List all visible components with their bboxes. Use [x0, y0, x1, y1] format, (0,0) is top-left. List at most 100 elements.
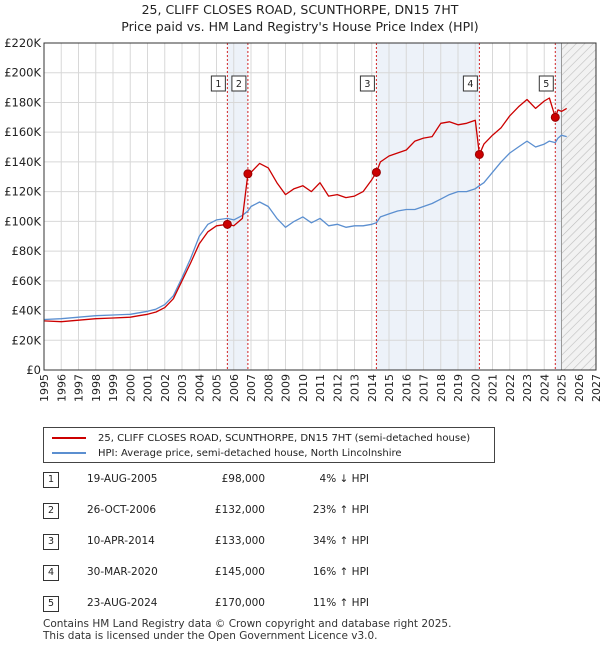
y-tick-label: £180K	[4, 95, 41, 109]
sale-label-box	[538, 75, 554, 92]
y-tick-label: £120K	[4, 185, 41, 199]
sale-period-band	[555, 43, 562, 370]
sale-hpi-change: 4% ↓ HPI	[319, 473, 369, 485]
x-tick-label: 1996	[55, 374, 68, 402]
sale-number-badge: 4	[43, 565, 59, 581]
legend: 25, CLIFF CLOSES ROAD, SCUNTHORPE, DN15 …	[43, 427, 495, 463]
sale-price: £133,000	[214, 535, 265, 547]
legend-label-hpi: HPI: Average price, semi-detached house,…	[98, 447, 402, 459]
x-tick-label: 2007	[245, 374, 258, 402]
x-tick-label: 2018	[435, 374, 448, 402]
x-tick-label: 2013	[349, 374, 362, 402]
sale-date: 19-AUG-2005	[87, 473, 158, 485]
y-tick-label: £100K	[4, 214, 41, 228]
property-series-line	[43, 97, 568, 323]
sale-date: 30-MAR-2020	[87, 566, 158, 578]
sale-date: 23-AUG-2024	[87, 597, 158, 609]
y-tick-label: £160K	[4, 125, 41, 139]
y-tick-label: £220K	[4, 36, 41, 50]
x-tick-label: 1997	[73, 374, 86, 402]
x-tick-label: 2004	[193, 374, 206, 402]
sale-number-badge: 5	[43, 596, 59, 612]
sale-hpi-change: 11% ↑ HPI	[312, 597, 369, 609]
sale-label-text: 4	[467, 79, 473, 90]
x-tick-label: 2009	[280, 374, 293, 402]
sale-row: 1 19-AUG-2005 £98,000 4% ↓ HPI	[43, 472, 463, 488]
x-tick-label: 1998	[90, 374, 103, 402]
y-tick-label: £60K	[12, 274, 42, 288]
sale-label-box	[462, 75, 478, 92]
x-tick-label: 2022	[504, 374, 517, 402]
sale-point	[222, 219, 232, 229]
x-tick-label: 2027	[590, 374, 600, 402]
x-tick-label: 2010	[297, 374, 310, 402]
x-tick-label: 2003	[176, 374, 189, 402]
y-tick-label: £40K	[12, 304, 42, 318]
footer-copyright: Contains HM Land Registry data © Crown c…	[43, 618, 452, 630]
sale-number-badge: 1	[43, 472, 59, 488]
y-tick-label: £20K	[12, 333, 42, 347]
sale-date: 26-OCT-2006	[87, 504, 156, 516]
sale-hpi-change: 16% ↑ HPI	[312, 566, 369, 578]
sale-hpi-change: 34% ↑ HPI	[312, 535, 369, 547]
sale-label-text: 5	[543, 79, 549, 90]
plot-frame	[43, 42, 597, 371]
x-tick-label: 2012	[331, 374, 344, 402]
x-tick-label: 2006	[228, 374, 241, 402]
x-tick-label: 2025	[556, 374, 569, 402]
sale-hpi-change: 23% ↑ HPI	[312, 504, 369, 516]
x-tick-label: 2015	[383, 374, 396, 402]
sale-price: £132,000	[214, 504, 265, 516]
sale-label-box	[210, 75, 226, 92]
sale-price: £98,000	[221, 473, 265, 485]
sale-period-band	[376, 43, 480, 370]
sale-label-box	[231, 75, 247, 92]
x-tick-label: 2019	[452, 374, 465, 402]
sale-label-text: 3	[364, 79, 370, 90]
chart-title: 25, CLIFF CLOSES ROAD, SCUNTHORPE, DN15 …	[141, 2, 459, 17]
projection-hatch	[561, 43, 596, 370]
footer-attribution: Contains HM Land Registry data © Crown c…	[43, 618, 452, 642]
sale-row: 2 26-OCT-2006 £132,000 23% ↑ HPI	[43, 503, 463, 519]
sale-row: 4 30-MAR-2020 £145,000 16% ↑ HPI	[43, 565, 463, 581]
y-tick-label: £140K	[4, 155, 41, 169]
x-tick-label: 2017	[418, 374, 431, 402]
legend-item-property: 25, CLIFF CLOSES ROAD, SCUNTHORPE, DN15 …	[52, 431, 470, 445]
x-tick-label: 2024	[538, 374, 551, 402]
x-tick-label: 2001	[142, 374, 155, 402]
sale-point	[550, 112, 560, 122]
sale-point	[243, 169, 253, 179]
y-tick-label: £80K	[12, 244, 42, 258]
sale-price: £145,000	[214, 566, 265, 578]
sale-date: 10-APR-2014	[87, 535, 155, 547]
x-tick-label: 2020	[469, 374, 482, 402]
sale-number-badge: 2	[43, 503, 59, 519]
chart-subtitle: Price paid vs. HM Land Registry's House …	[121, 19, 479, 34]
x-tick-label: 2023	[521, 374, 534, 402]
x-tick-label: 2005	[211, 374, 224, 402]
x-tick-label: 2011	[314, 374, 327, 402]
x-tick-label: 2008	[262, 374, 275, 402]
legend-label-property: 25, CLIFF CLOSES ROAD, SCUNTHORPE, DN15 …	[98, 432, 471, 444]
sale-row: 5 23-AUG-2024 £170,000 11% ↑ HPI	[43, 596, 463, 612]
price-chart: 1 2 3 4 5 £0 £20K £40K £60K £80K £100K £120K £140K £…	[4, 36, 600, 402]
x-tick-label: 2002	[159, 374, 172, 402]
y-tick-label: £0	[26, 363, 41, 377]
legend-swatch-hpi	[52, 452, 86, 454]
sale-point	[474, 149, 484, 159]
legend-item-hpi: HPI: Average price, semi-detached house,…	[52, 446, 402, 460]
sale-label-text: 2	[236, 79, 242, 90]
footer-licence: This data is licensed under the Open Gov…	[43, 629, 378, 642]
x-tick-label: 2014	[366, 374, 379, 402]
sale-row: 3 10-APR-2014 £133,000 34% ↑ HPI	[43, 534, 463, 550]
x-tick-label: 1995	[38, 374, 51, 402]
x-tick-label: 2026	[573, 374, 586, 402]
x-tick-label: 2021	[487, 374, 500, 402]
sale-price: £170,000	[214, 597, 265, 609]
x-tick-label: 2016	[400, 374, 413, 402]
x-tick-label: 1999	[107, 374, 120, 402]
sale-point	[371, 167, 381, 177]
legend-swatch-property	[52, 437, 86, 439]
sale-period-band	[227, 43, 248, 370]
hpi-series-line	[43, 134, 567, 321]
